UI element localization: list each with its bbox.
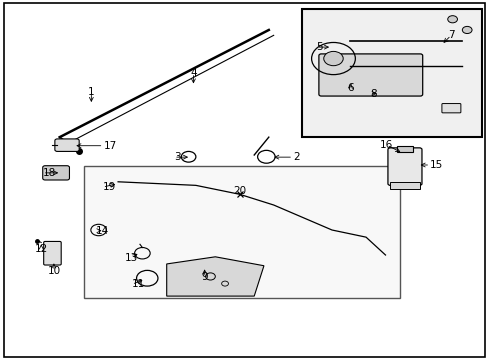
- Text: 7: 7: [447, 30, 453, 40]
- Text: 13: 13: [125, 253, 138, 263]
- Text: 18: 18: [42, 168, 56, 178]
- Text: 9: 9: [201, 272, 207, 282]
- Text: 12: 12: [35, 244, 48, 253]
- Text: 11: 11: [131, 279, 144, 289]
- FancyBboxPatch shape: [318, 54, 422, 96]
- Text: 10: 10: [47, 266, 61, 276]
- Text: 8: 8: [369, 89, 376, 99]
- FancyBboxPatch shape: [387, 148, 421, 185]
- Circle shape: [461, 26, 471, 33]
- Text: 5: 5: [316, 42, 323, 52]
- Text: 15: 15: [429, 160, 443, 170]
- Circle shape: [447, 16, 457, 23]
- Text: 3: 3: [174, 152, 180, 162]
- Text: 16: 16: [379, 140, 392, 150]
- FancyBboxPatch shape: [84, 166, 399, 298]
- Text: 2: 2: [292, 152, 299, 162]
- Text: 17: 17: [103, 141, 117, 151]
- FancyBboxPatch shape: [441, 104, 460, 113]
- FancyBboxPatch shape: [43, 242, 61, 265]
- Text: 14: 14: [96, 226, 109, 236]
- FancyBboxPatch shape: [55, 139, 79, 152]
- FancyBboxPatch shape: [396, 146, 412, 152]
- Circle shape: [323, 51, 343, 66]
- Text: 4: 4: [190, 68, 196, 78]
- Text: 1: 1: [88, 87, 95, 98]
- Text: 6: 6: [346, 83, 353, 93]
- FancyBboxPatch shape: [42, 166, 69, 180]
- Text: 20: 20: [233, 186, 245, 197]
- FancyBboxPatch shape: [389, 182, 419, 189]
- FancyBboxPatch shape: [301, 9, 481, 137]
- Polygon shape: [166, 257, 264, 296]
- Text: 19: 19: [102, 182, 116, 192]
